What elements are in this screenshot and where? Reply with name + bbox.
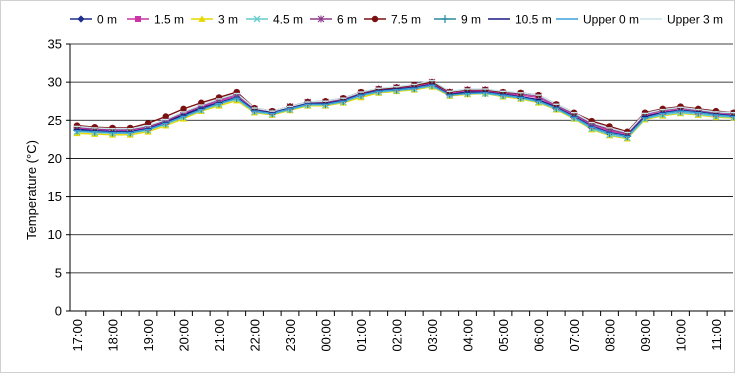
- legend-swatch-marker: [317, 15, 325, 23]
- x-tick-label: 20:00: [177, 319, 192, 352]
- y-tick-labels: 0 5 10 15 20 25 30 35: [48, 37, 62, 319]
- x-tick-label: 17:00: [70, 319, 85, 352]
- x-tick-label: 07:00: [567, 319, 582, 352]
- series-line-upper-0-m: [76, 84, 734, 138]
- data-point-7-5-m: [127, 124, 134, 132]
- y-tick-label: 0: [55, 304, 62, 319]
- legend-item-0-m: 0 m: [70, 13, 117, 27]
- legend-item-7-5-m: 7.5 m: [364, 13, 421, 27]
- y-tick-label: 15: [48, 189, 62, 204]
- y-tick-label: 20: [48, 151, 62, 166]
- legend-item-4-5-m: 4.5 m: [246, 13, 303, 27]
- data-point-7-5-m: [624, 128, 631, 135]
- data-point-7-5-m: [162, 113, 169, 120]
- legend-label: 6 m: [337, 13, 357, 27]
- data-point-7-5-m: [180, 105, 187, 113]
- series-markers: [73, 78, 735, 142]
- legend-label: 1.5 m: [154, 13, 184, 27]
- legend-swatch-marker: [371, 15, 379, 23]
- legend-swatch-marker: [77, 15, 85, 23]
- x-tick-label: 01:00: [354, 319, 369, 352]
- legend-label: 9 m: [461, 13, 481, 27]
- data-point-9-m: [179, 111, 188, 120]
- y-tick-label: 30: [48, 75, 62, 90]
- legend-item-6-m: 6 m: [310, 13, 357, 27]
- legend-item-3-m: 3 m: [191, 13, 238, 27]
- data-point-9-m: [534, 96, 543, 105]
- legend-label: 7.5 m: [391, 13, 421, 27]
- legend-item-upper-3-m: Upper 3 m: [640, 13, 723, 27]
- axes: [66, 43, 733, 316]
- y-axis-label: Temperature (°C): [24, 140, 39, 240]
- series-line-3-m: [76, 85, 734, 140]
- x-tick-label: 21:00: [212, 319, 227, 352]
- x-tick-label: 04:00: [461, 319, 476, 352]
- data-point-9-m: [197, 104, 206, 113]
- legend-label: 3 m: [218, 13, 238, 27]
- data-point-7-5-m: [109, 124, 116, 132]
- legend-label: Upper 0 m: [583, 13, 639, 27]
- legend-swatch-marker: [253, 15, 261, 23]
- y-tick-label: 10: [48, 227, 62, 242]
- legend-item-upper-0-m: Upper 0 m: [556, 13, 639, 27]
- legend-swatch-marker: [135, 16, 141, 22]
- x-tick-label: 08:00: [603, 319, 618, 352]
- legend: 0 m 1.5 m 3 m 4.5 m 6 m 7.5 m 9 m 10.5 m Upper 0…: [70, 13, 723, 27]
- x-tick-label: 19:00: [141, 319, 156, 352]
- legend-label: 10.5 m: [515, 13, 552, 27]
- x-tick-label: 09:00: [638, 319, 653, 352]
- data-point-7-5-m: [73, 122, 81, 129]
- data-point-7-5-m: [641, 109, 649, 116]
- y-tick-label: 25: [48, 113, 62, 128]
- data-point-7-5-m: [677, 103, 684, 110]
- x-tick-label: 06:00: [532, 319, 547, 352]
- data-point-7-5-m: [659, 105, 666, 113]
- data-point-7-5-m: [91, 123, 98, 131]
- legend-label: 4.5 m: [273, 13, 303, 27]
- legend-label: Upper 3 m: [667, 13, 723, 27]
- legend-item-9-m: 9 m: [434, 13, 481, 27]
- legend-item-10-5-m: 10.5 m: [488, 13, 552, 27]
- x-tick-label: 11:00: [709, 319, 724, 351]
- data-point-9-m: [641, 113, 649, 122]
- legend-swatch-marker: [198, 15, 206, 22]
- x-tick-label: 00:00: [319, 319, 334, 352]
- legend-swatch-marker: [441, 15, 449, 23]
- x-tick-label: 18:00: [106, 319, 121, 352]
- legend-label: 0 m: [97, 13, 117, 27]
- x-tick-label: 22:00: [248, 319, 263, 352]
- y-tick-label: 35: [48, 37, 62, 52]
- series-lines: [76, 79, 734, 140]
- y-tick-label: 5: [55, 265, 62, 280]
- x-tick-label: 05:00: [496, 319, 511, 352]
- data-point-9-m: [463, 88, 472, 97]
- data-point-7-5-m: [606, 123, 613, 130]
- x-tick-label: 23:00: [283, 319, 298, 352]
- data-point-9-m: [73, 126, 81, 135]
- gridlines: [70, 43, 733, 274]
- x-tick-label: 03:00: [425, 319, 440, 352]
- x-tick-label: 10:00: [674, 319, 689, 352]
- x-tick-label: 02:00: [390, 319, 405, 352]
- x-tick-labels: 17:00 18:00 19:00 20:00 21:00 22:00 23:00 00:00…: [70, 319, 724, 352]
- legend-item-1-5-m: 1.5 m: [127, 13, 184, 27]
